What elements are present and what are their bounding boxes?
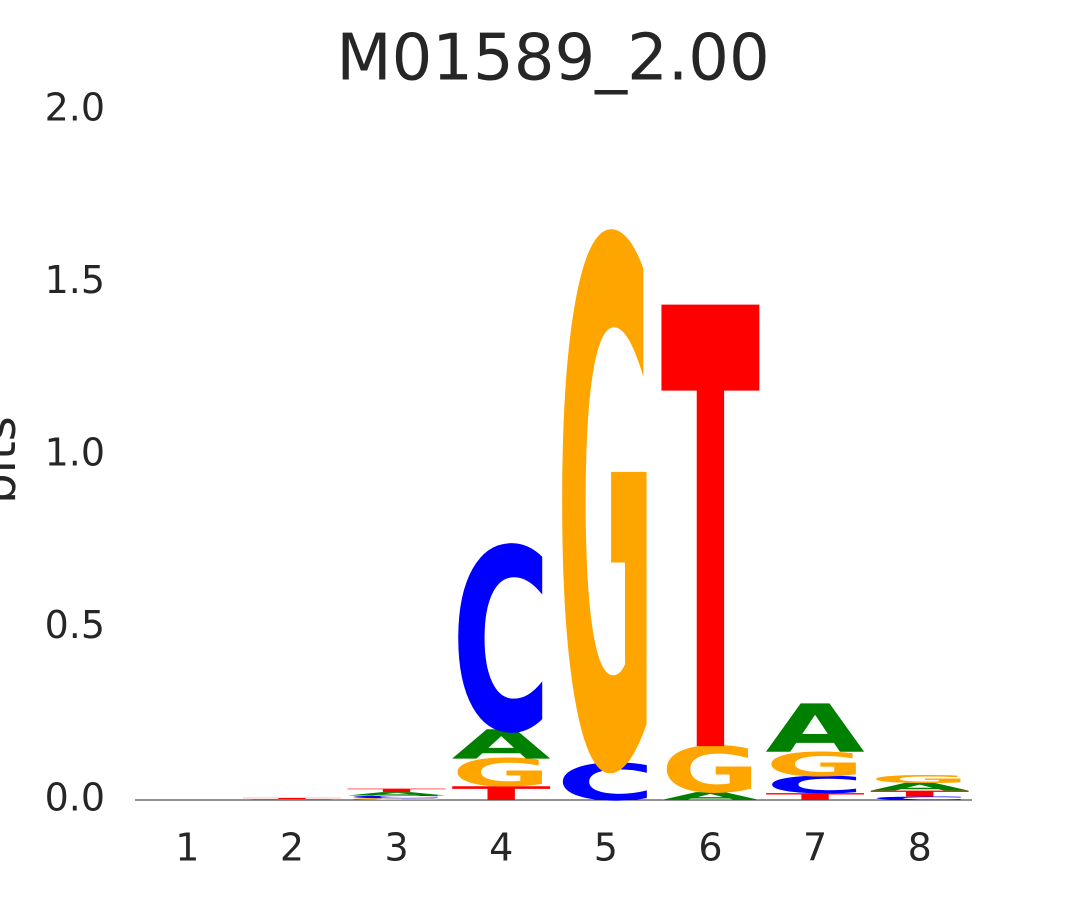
x-tick-label: 8 xyxy=(908,826,932,870)
letter-glyph: C xyxy=(347,795,446,799)
y-tick-label: 0.5 xyxy=(45,603,105,647)
y-tick-label: 1.5 xyxy=(45,258,105,302)
letter-glyph: C xyxy=(870,796,969,802)
x-tick-label: 3 xyxy=(384,826,408,870)
letter-glyph: G xyxy=(765,745,864,784)
x-tick-label: 4 xyxy=(489,826,513,870)
x-tick-label: 2 xyxy=(280,826,304,870)
letter-glyph: A xyxy=(870,781,969,794)
letter-glyph: G xyxy=(661,733,760,807)
x-tick-label: 7 xyxy=(803,826,827,870)
letter-glyph: G xyxy=(556,96,655,900)
letter-glyph: A xyxy=(661,790,760,803)
x-tick-label: 6 xyxy=(698,826,722,870)
letter-glyph: C xyxy=(556,753,655,812)
letter-glyph: A xyxy=(242,800,342,801)
y-tick-label: 0.0 xyxy=(45,776,105,820)
letter-glyph: T xyxy=(347,788,446,794)
x-tick-label: 1 xyxy=(175,826,199,870)
chart-title: M01589_2.00 xyxy=(336,22,769,96)
letter-glyph: G xyxy=(242,799,341,800)
letter-glyph: T xyxy=(451,782,550,804)
letter-glyph: T xyxy=(870,789,969,798)
y-tick-label: 2.0 xyxy=(45,86,105,130)
letter-glyph: C xyxy=(242,799,341,800)
x-tick-label: 5 xyxy=(594,826,618,870)
y-tick-label: 1.0 xyxy=(45,431,105,475)
letter-glyph: T xyxy=(242,798,341,800)
letter-glyph: G xyxy=(347,798,446,801)
y-axis-label: bits xyxy=(0,416,27,504)
letter-glyph: T xyxy=(661,185,761,890)
letter-glyph: G xyxy=(451,751,550,795)
letter-glyph: C xyxy=(451,498,550,790)
letter-glyph: A xyxy=(451,721,550,768)
letter-glyph: A xyxy=(347,791,447,797)
letter-glyph: T xyxy=(765,791,866,802)
letter-glyph: A xyxy=(765,691,865,768)
letter-glyph: G xyxy=(870,773,969,786)
letter-glyph: C xyxy=(765,772,864,799)
